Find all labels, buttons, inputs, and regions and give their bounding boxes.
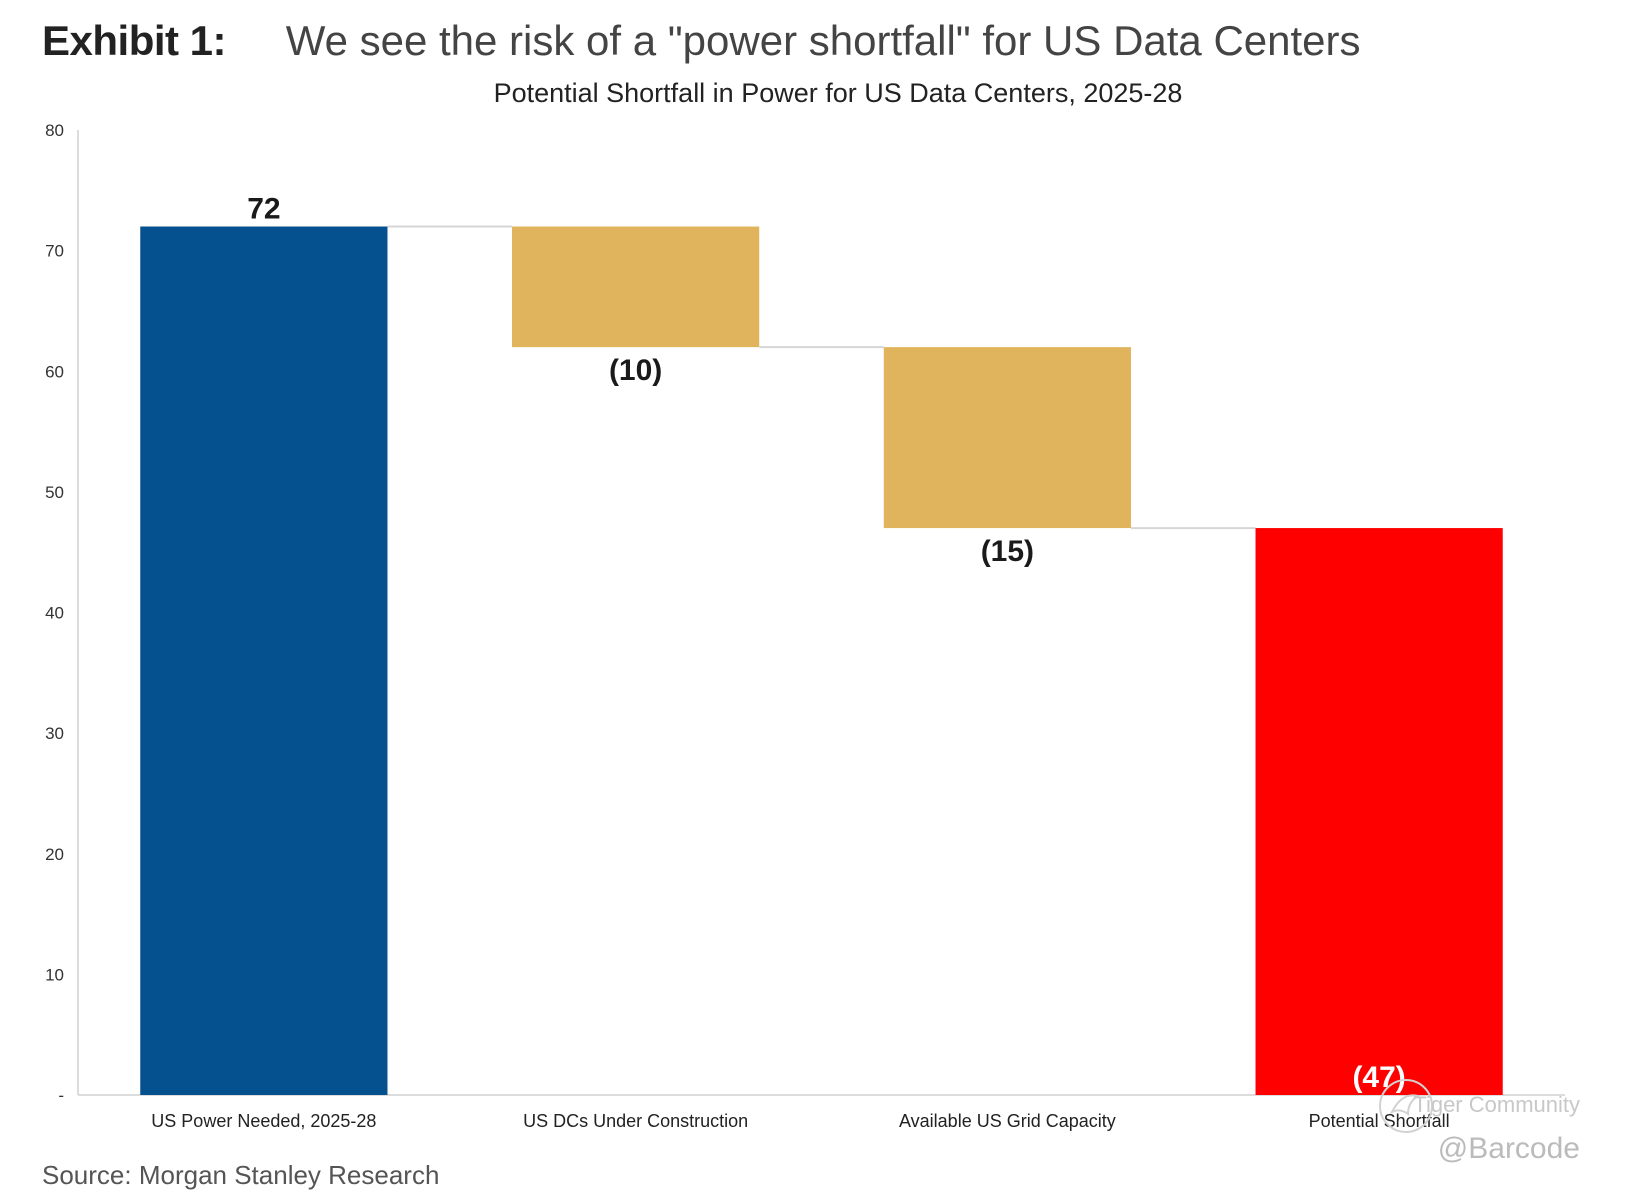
y-tick-label: 10 — [45, 965, 64, 984]
y-tick-label: 40 — [45, 604, 64, 623]
exhibit-label: Exhibit 1: — [42, 17, 227, 64]
exhibit-headline: We see the risk of a "power shortfall" f… — [285, 17, 1361, 64]
chart-title: Potential Shortfall in Power for US Data… — [494, 78, 1183, 108]
plot-area: - 10 20 30 40 50 60 70 80 72 US Power Needed, 2025… — [45, 121, 1565, 1131]
waterfall-bar — [883, 347, 1131, 529]
data-label: (47) — [1352, 1061, 1405, 1094]
y-tick-label: 80 — [45, 121, 64, 140]
watermark-handle: @Barcode — [1437, 1132, 1580, 1165]
source-note: Source: Morgan Stanley Research — [42, 1160, 440, 1190]
waterfall-bar — [512, 226, 760, 348]
x-tick-label: US DCs Under Construction — [523, 1111, 748, 1131]
x-tick-label: Potential Shortfall — [1309, 1111, 1450, 1131]
tiger-logo-icon — [1379, 1079, 1433, 1133]
data-label: (10) — [609, 354, 662, 387]
x-tick-label: US Power Needed, 2025-28 — [151, 1111, 376, 1131]
y-tick-label: 20 — [45, 845, 64, 864]
y-tick-label: - — [58, 1086, 64, 1105]
watermark-brand: Tiger Community — [1413, 1092, 1580, 1117]
x-tick-label: Available US Grid Capacity — [899, 1111, 1116, 1131]
y-tick-label: 60 — [45, 362, 64, 381]
watermark: Tiger Community @Barcode — [1380, 1092, 1580, 1166]
y-tick-label: 30 — [45, 724, 64, 743]
y-tick-label: 70 — [45, 242, 64, 261]
y-tick-label: 50 — [45, 483, 64, 502]
waterfall-bar — [140, 226, 388, 1095]
waterfall-bar — [1255, 528, 1503, 1095]
exhibit-heading: Exhibit 1: We see the risk of a "power s… — [42, 6, 1361, 76]
data-label: (15) — [981, 535, 1034, 568]
data-label: 72 — [247, 193, 280, 226]
